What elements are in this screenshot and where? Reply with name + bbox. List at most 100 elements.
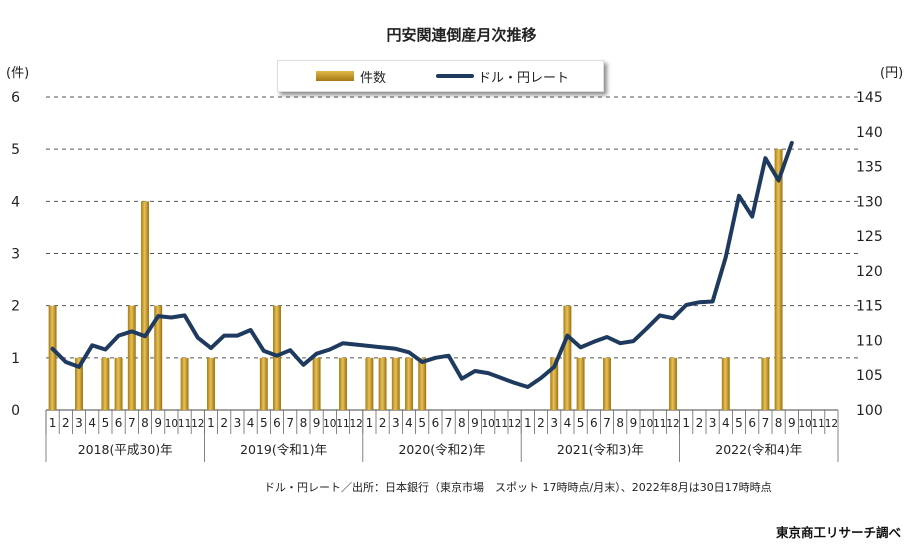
y-left-tick-label: 4 (11, 194, 20, 210)
y-right-tick-label: 125 (856, 229, 883, 245)
y-right-tick-label: 145 (856, 90, 883, 106)
year-label: 2021(令和3)年 (557, 442, 644, 457)
bar-count (418, 357, 427, 410)
month-label: 2 (379, 416, 387, 430)
month-label: 6 (115, 416, 123, 430)
month-label: 11 (812, 418, 825, 430)
month-label: 2 (537, 416, 545, 430)
year-label: 2020(令和2)年 (398, 442, 485, 457)
month-label: 2 (62, 416, 70, 430)
credit: 東京商工リサーチ調べ (775, 525, 901, 540)
legend-line-swatch (436, 74, 474, 78)
bar-count (312, 357, 321, 410)
month-label: 3 (234, 416, 242, 430)
bar-count (603, 357, 611, 410)
right-axis-unit: (円) (880, 66, 904, 81)
month-label: 10 (798, 418, 811, 430)
bar-count (75, 357, 83, 410)
legend-line-label: ドル・円レート (478, 71, 570, 86)
bar-count (669, 357, 677, 410)
bar-count (721, 357, 730, 410)
month-label: 6 (432, 416, 440, 430)
month-label: 1 (207, 416, 215, 430)
month-label: 10 (482, 418, 495, 430)
month-label: 8 (141, 416, 149, 430)
month-label: 9 (471, 416, 479, 430)
y-right-tick-label: 135 (856, 160, 883, 176)
bar-count (101, 357, 110, 410)
y-right-tick-label: 120 (856, 264, 883, 280)
y-left-tick-label: 0 (11, 403, 20, 419)
bar-count (576, 357, 585, 410)
month-label: 8 (458, 416, 466, 430)
month-label: 8 (616, 416, 624, 430)
y-right-tick-label: 130 (856, 194, 883, 210)
bar-count (774, 149, 783, 410)
month-label: 11 (178, 418, 191, 430)
month-label: 2 (696, 416, 704, 430)
bar-count (365, 357, 374, 410)
y-right-tick-label: 115 (856, 299, 883, 315)
bar-count (259, 357, 268, 410)
month-label: 10 (165, 418, 178, 430)
bar-count (48, 305, 57, 410)
month-label: 8 (775, 416, 783, 430)
month-label: 6 (273, 416, 281, 430)
month-label: 12 (350, 418, 363, 430)
bar-count (550, 357, 559, 410)
month-label: 7 (128, 416, 136, 430)
month-label: 4 (722, 416, 730, 430)
y-left-tick-label: 5 (11, 142, 20, 158)
bar-count (180, 357, 189, 410)
y-right-tick-label: 110 (856, 333, 883, 349)
month-label: 12 (508, 418, 521, 430)
y-left-tick-label: 6 (11, 90, 20, 106)
month-label: 9 (788, 416, 796, 430)
line-usd-jpy (50, 140, 794, 389)
month-label: 12 (191, 418, 204, 430)
bar-count (127, 305, 136, 410)
y-right-tick-label: 105 (856, 368, 883, 384)
bar-count (391, 357, 400, 410)
month-label: 7 (445, 416, 453, 430)
month-label: 5 (418, 416, 426, 430)
month-label: 3 (550, 416, 558, 430)
month-label: 5 (735, 416, 743, 430)
bar-count (207, 357, 215, 410)
month-label: 1 (49, 416, 57, 430)
bar-count (273, 305, 281, 410)
y-left-tick-label: 2 (11, 299, 20, 315)
month-label: 6 (590, 416, 598, 430)
month-label: 5 (260, 416, 268, 430)
legend-bar-swatch (316, 71, 354, 81)
year-label: 2022(令和4)年 (715, 442, 802, 457)
month-label: 8 (300, 416, 308, 430)
legend-bar-label: 件数 (360, 71, 387, 86)
month-label: 3 (392, 416, 400, 430)
bar-count (378, 357, 387, 410)
month-label: 7 (603, 416, 611, 430)
month-label: 7 (762, 416, 770, 430)
month-label: 2 (220, 416, 228, 430)
chart-title: 円安関連倒産月次推移 (386, 26, 537, 44)
bar-count (563, 305, 572, 410)
month-label: 3 (75, 416, 83, 430)
month-label: 1 (682, 416, 690, 430)
month-label: 7 (286, 416, 294, 430)
month-label: 10 (640, 418, 653, 430)
y-left-tick-label: 3 (11, 247, 20, 263)
y-right-tick-label: 100 (856, 403, 883, 419)
month-label: 1 (366, 416, 374, 430)
y-right-tick-label: 140 (856, 125, 883, 141)
month-label: 1 (524, 416, 532, 430)
bar-count (141, 201, 149, 410)
month-label: 4 (247, 416, 255, 430)
legend: 件数 ドル・円レート (277, 60, 604, 92)
month-label: 10 (323, 418, 336, 430)
month-label: 9 (630, 416, 638, 430)
year-label: 2019(令和1)年 (240, 442, 327, 457)
month-label: 5 (102, 416, 110, 430)
y-left-tick-label: 1 (11, 351, 20, 367)
month-label: 11 (495, 418, 508, 430)
